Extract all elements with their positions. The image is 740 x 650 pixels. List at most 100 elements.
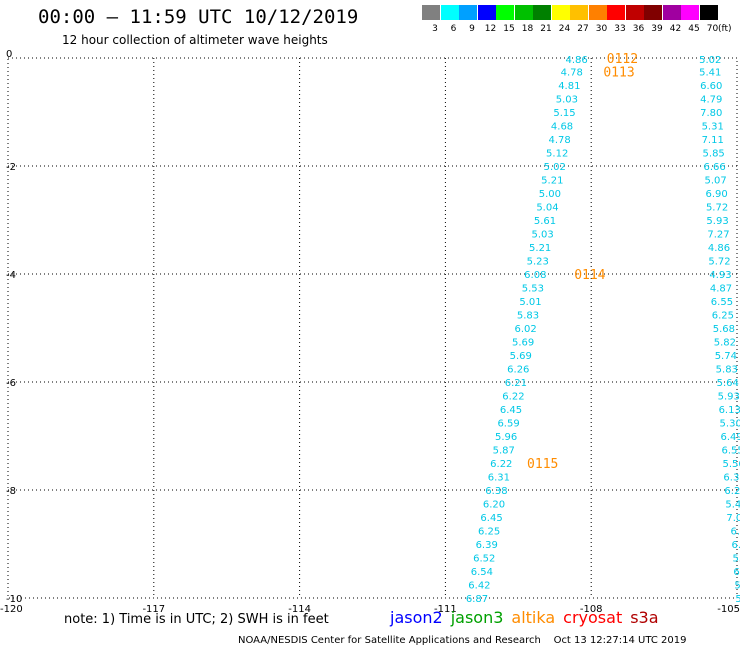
swh-point-altika: 6.22	[490, 459, 512, 470]
swh-point-altika: 5.21	[529, 243, 551, 254]
swh-point-cryosat: 6.90	[705, 189, 727, 200]
y-tick-label: -8	[6, 486, 16, 497]
swh-point-altika: 5.69	[510, 351, 532, 362]
swh-point-altika: 5.96	[495, 432, 517, 443]
legend-label: 9	[469, 24, 475, 34]
swh-points: 4.86 4.78 4.81 5.03 5.15 4.68 4.78 5.12 5.02 5.21…	[466, 55, 740, 605]
legend-label: 45	[688, 24, 700, 34]
swh-point-altika: 6.59	[497, 419, 519, 430]
swh-point-cryosat: 6.13	[719, 405, 740, 416]
legend-label: 36	[632, 24, 645, 34]
legend-label: 18	[521, 24, 534, 34]
legend-label: 39	[651, 24, 663, 34]
swh-point-cryosat: 4.79	[700, 95, 722, 106]
y-tick-label: -6	[6, 378, 16, 389]
swh-point-altika: 5.03	[556, 95, 578, 106]
legend-label: 24	[558, 24, 571, 34]
swh-point-altika: 4.78	[548, 135, 570, 146]
x-tick-label: -105	[717, 604, 740, 615]
chart-subtitle: 12 hour collection of altimeter wave hei…	[62, 33, 328, 47]
y-tick-label: -2	[6, 162, 16, 173]
legend-swatch	[607, 5, 625, 20]
swh-point-altika: 5.23	[527, 257, 549, 268]
legend-label: 3	[432, 24, 438, 34]
swh-point-altika: 5.87	[493, 446, 515, 457]
legend-swatch	[662, 5, 681, 20]
legend-label: 27	[577, 24, 589, 34]
swh-point-altika: 6.02	[514, 324, 536, 335]
swh-point-cryosat: 4.87	[710, 284, 732, 295]
legend-swatch	[681, 5, 699, 20]
swh-point-cryosat: 6.25	[712, 311, 734, 322]
time-label-altika: 0115	[527, 457, 558, 472]
swh-point-cryosat: 5.41	[699, 68, 721, 79]
swh-point-altika: 6.25	[478, 527, 500, 538]
swh-point-altika: 5.21	[541, 176, 563, 187]
legend-swatch	[459, 5, 477, 20]
swh-point-altika: 5.69	[512, 338, 534, 349]
swh-point-cryosat: 6.60	[700, 81, 722, 92]
swh-point-altika: 5.00	[539, 189, 561, 200]
legend-swatch	[440, 5, 459, 20]
swh-point-cryosat: 5.30	[720, 419, 740, 430]
swh-point-cryosat: 5.02	[699, 55, 721, 66]
swh-point-cryosat: 5.9	[735, 594, 740, 605]
legend-swatch	[699, 5, 718, 20]
legend-label: 15	[503, 24, 515, 34]
swh-point-cryosat: 5.82	[714, 338, 736, 349]
swh-point-altika: 6.21	[505, 378, 527, 389]
plot-frame	[7, 57, 738, 599]
swh-point-altika: 5.03	[531, 230, 553, 241]
swh-point-cryosat: 4.86	[708, 243, 730, 254]
legend-label: 30	[595, 24, 608, 34]
swh-point-altika: 5.53	[522, 284, 544, 295]
swh-point-cryosat: 5.72	[706, 203, 728, 214]
swh-point-altika: 6.42	[468, 581, 490, 592]
legend-swatch	[644, 5, 662, 20]
swh-point-cryosat: 7.80	[700, 108, 722, 119]
satellite-s3a: s3a	[630, 608, 659, 627]
satellite-cryosat: cryosat	[563, 608, 623, 627]
swh-point-cryosat: 6.3	[731, 540, 740, 551]
swh-point-altika: 5.83	[517, 311, 539, 322]
swh-point-altika: 6.54	[471, 567, 493, 578]
time-labels: 01120113011401150850	[527, 52, 638, 472]
time-label-altika: 0113	[603, 66, 634, 81]
swh-point-cryosat: 5.4	[732, 554, 740, 565]
swh-point-cryosat: 5.83	[716, 365, 738, 376]
swh-point-cryosat: 5.74	[715, 351, 737, 362]
swh-point-cryosat: 5.07	[704, 176, 726, 187]
swh-point-altika: 6.45	[500, 405, 522, 416]
swh-point-altika: 5.04	[536, 203, 558, 214]
footer-credit: NOAA/NESDIS Center for Satellite Applica…	[238, 635, 687, 646]
x-tick-label: -111	[434, 604, 457, 615]
swh-point-altika: 5.15	[553, 108, 575, 119]
swh-point-cryosat: 6.5	[733, 567, 740, 578]
swh-point-altika: 6.52	[473, 554, 495, 565]
legend-swatch	[496, 5, 514, 20]
swh-point-altika: 6.87	[466, 594, 488, 605]
satellite-jason3: jason3	[450, 608, 504, 627]
time-label-altika: 0112	[607, 52, 638, 67]
swh-point-cryosat: 5.64	[717, 378, 739, 389]
swh-point-cryosat: 6.26	[724, 486, 740, 497]
plot-axes: -120 -117 -114 -111 -108 -105 0 -2 -4 -6 -8 -10	[0, 49, 740, 615]
swh-point-altika: 6.31	[488, 473, 510, 484]
legend-swatch	[570, 5, 588, 20]
swh-point-cryosat: 5.72	[708, 257, 730, 268]
swh-point-altika: 6.20	[483, 500, 505, 511]
swh-point-cryosat: 5.7	[734, 581, 740, 592]
swh-point-cryosat: 5.42	[725, 500, 740, 511]
legend-label: 21	[540, 24, 552, 34]
legend-unit: (ft)	[718, 24, 732, 34]
swh-point-altika: 4.86	[565, 55, 587, 66]
swh-point-cryosat: 5.31	[702, 122, 724, 133]
swh-point-altika: 4.68	[551, 122, 573, 133]
plot-grid	[7, 57, 738, 599]
x-tick-label: -120	[0, 604, 23, 615]
legend-label: 70	[706, 24, 719, 34]
y-tick-label: -10	[6, 594, 22, 605]
swh-point-altika: 6.08	[524, 270, 546, 281]
y-tick-label: 0	[6, 49, 12, 60]
